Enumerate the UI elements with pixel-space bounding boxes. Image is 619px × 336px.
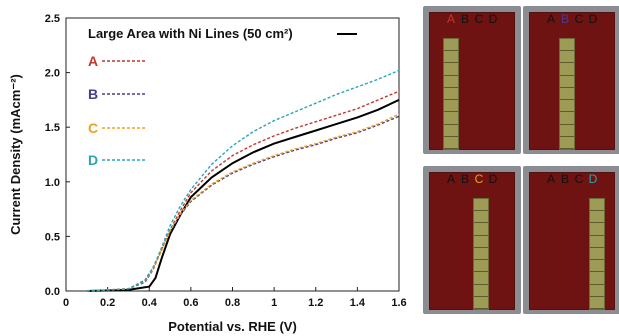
plot-frame: [65, 17, 400, 292]
x-tick-label: 0.4: [142, 297, 158, 309]
series-line-c: [86, 113, 400, 292]
ni-line-strip: [589, 198, 605, 310]
electrode-sheet: [429, 12, 515, 150]
legend-title: Large Area with Ni Lines (50 cm²): [88, 26, 293, 41]
x-tick-label: 1.4: [350, 297, 366, 309]
x-tick-label: 0.2: [100, 297, 115, 309]
label-c: C: [574, 12, 584, 26]
label-a: A: [546, 172, 555, 186]
label-d: D: [588, 12, 598, 26]
x-tick-label: 0.8: [225, 297, 240, 309]
electrode-sheet: [429, 172, 515, 310]
y-tick-label: 0.0: [45, 286, 60, 298]
x-tick-label: 1: [271, 297, 277, 309]
legend-label-c: C: [88, 120, 98, 136]
x-tick-label: 1.6: [391, 297, 406, 309]
legend-label-d: D: [88, 152, 98, 168]
x-tick-label: 0: [63, 297, 69, 309]
label-d: D: [488, 12, 498, 26]
y-tick-label: 2.5: [45, 13, 60, 25]
label-b: B: [560, 12, 569, 26]
y-axis-title: Current Density (mAcm⁻²): [8, 74, 23, 235]
y-tick-label: 0.5: [45, 231, 60, 243]
ni-line-strip: [443, 38, 459, 150]
ni-line-strip: [473, 198, 489, 310]
label-c: C: [474, 12, 484, 26]
label-b: B: [460, 172, 469, 186]
y-tick-label: 2.0: [45, 68, 60, 80]
label-b: B: [460, 12, 469, 26]
x-tick-label: 0.6: [183, 297, 198, 309]
y-tick-label: 1.5: [45, 122, 60, 134]
x-axis-title: Potential vs. RHE (V): [168, 319, 297, 334]
series-line-a: [86, 90, 400, 292]
label-d: D: [488, 172, 498, 186]
series-line-ni-lines: [86, 98, 400, 292]
label-d: D: [588, 172, 598, 186]
x-tick-label: 1.2: [308, 297, 323, 309]
label-c: C: [474, 172, 484, 186]
label-b: B: [560, 172, 569, 186]
legend-label-a: A: [88, 53, 98, 69]
series-line-b: [86, 115, 400, 292]
ni-line-strip: [559, 38, 575, 150]
series-line-d: [86, 69, 400, 292]
label-c: C: [574, 172, 584, 186]
y-tick-label: 1.0: [45, 177, 60, 189]
legend-label-b: B: [88, 86, 98, 102]
label-a: A: [546, 12, 555, 26]
label-a: A: [446, 172, 455, 186]
label-a: A: [446, 12, 455, 26]
line-chart: 0 0.2 0.4 0.6 0.8 1 1.2 1.4 1.6 0.0 0.5 1.0 1.5 2.0 2.…: [8, 13, 407, 334]
